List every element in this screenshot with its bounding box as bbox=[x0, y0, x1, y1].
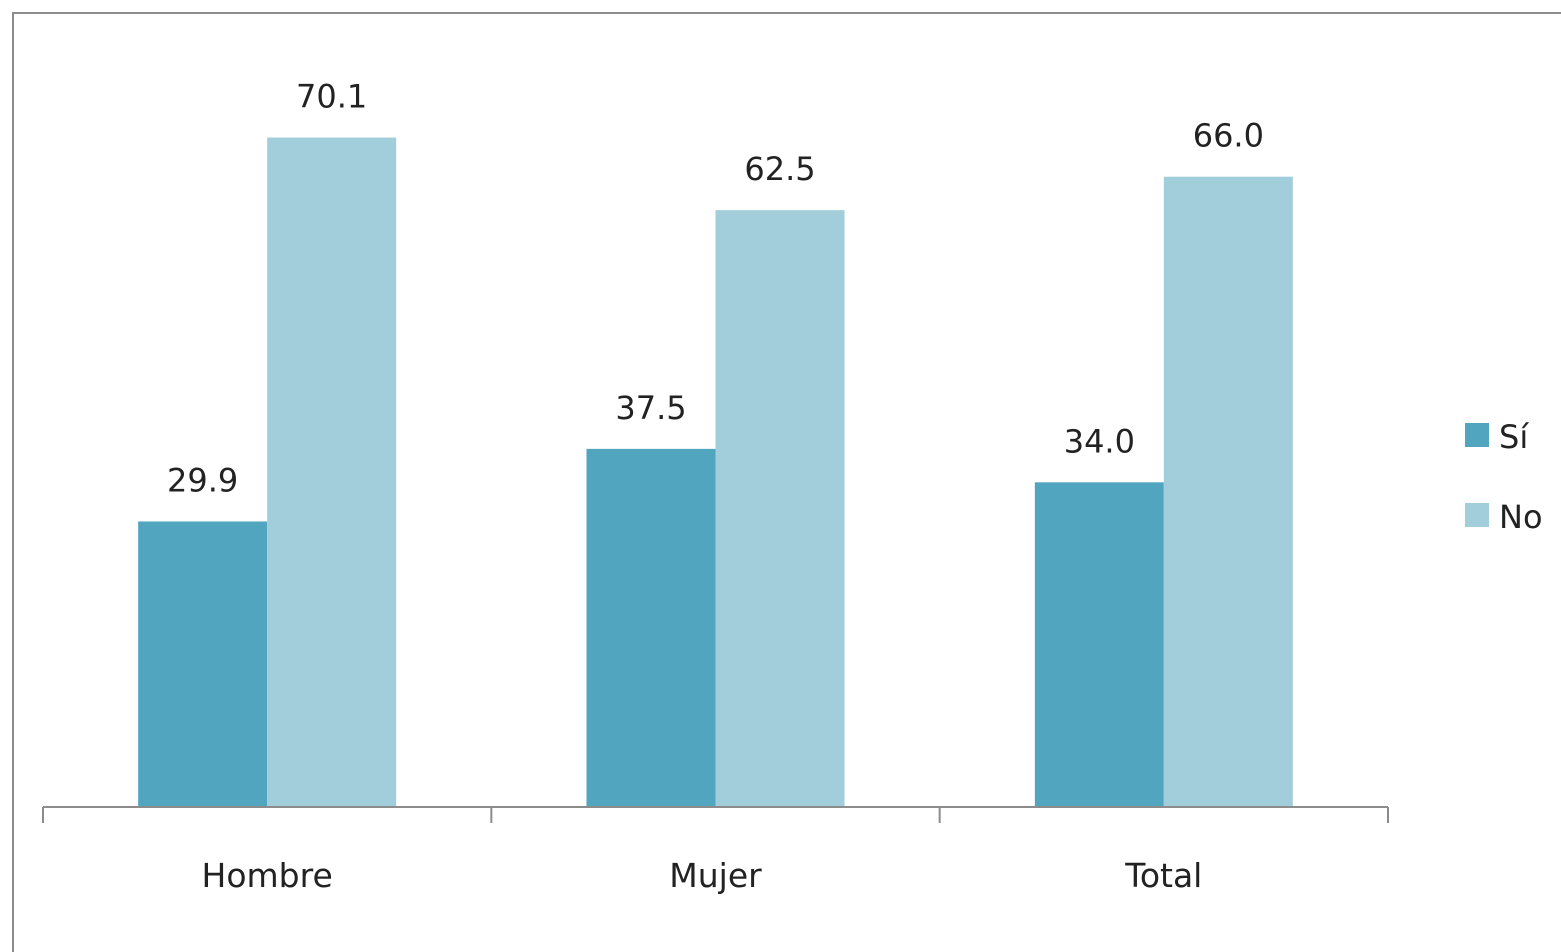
chart-frame bbox=[12, 12, 1561, 952]
bars-group: 29.9 70.1 37.5 62.5 34.0 66.0 bbox=[138, 78, 1293, 808]
legend-label-si: Sí bbox=[1499, 418, 1529, 456]
bar-hombre-si bbox=[138, 521, 268, 807]
data-label-mujer-no: 62.5 bbox=[744, 150, 815, 188]
legend: Sí No bbox=[1465, 418, 1543, 536]
legend-swatch-no bbox=[1465, 503, 1489, 527]
legend-swatch-si bbox=[1465, 423, 1489, 447]
x-tick-label-hombre: Hombre bbox=[202, 856, 333, 895]
data-label-hombre-no: 70.1 bbox=[296, 78, 367, 116]
bar-mujer-si bbox=[586, 448, 716, 807]
bar-mujer-no bbox=[715, 210, 845, 807]
data-label-total-si: 34.0 bbox=[1064, 422, 1135, 460]
bar-total-no bbox=[1163, 176, 1293, 807]
x-tick-label-mujer: Mujer bbox=[669, 856, 762, 895]
bar-total-si bbox=[1034, 482, 1164, 807]
data-label-mujer-si: 37.5 bbox=[615, 389, 686, 427]
x-axis: Hombre Mujer Total bbox=[42, 806, 1389, 895]
bar-hombre-no bbox=[267, 137, 397, 808]
legend-label-no: No bbox=[1499, 498, 1543, 536]
data-label-hombre-si: 29.9 bbox=[167, 461, 238, 499]
x-tick-label-total: Total bbox=[1124, 856, 1202, 895]
data-label-total-no: 66.0 bbox=[1193, 117, 1264, 155]
